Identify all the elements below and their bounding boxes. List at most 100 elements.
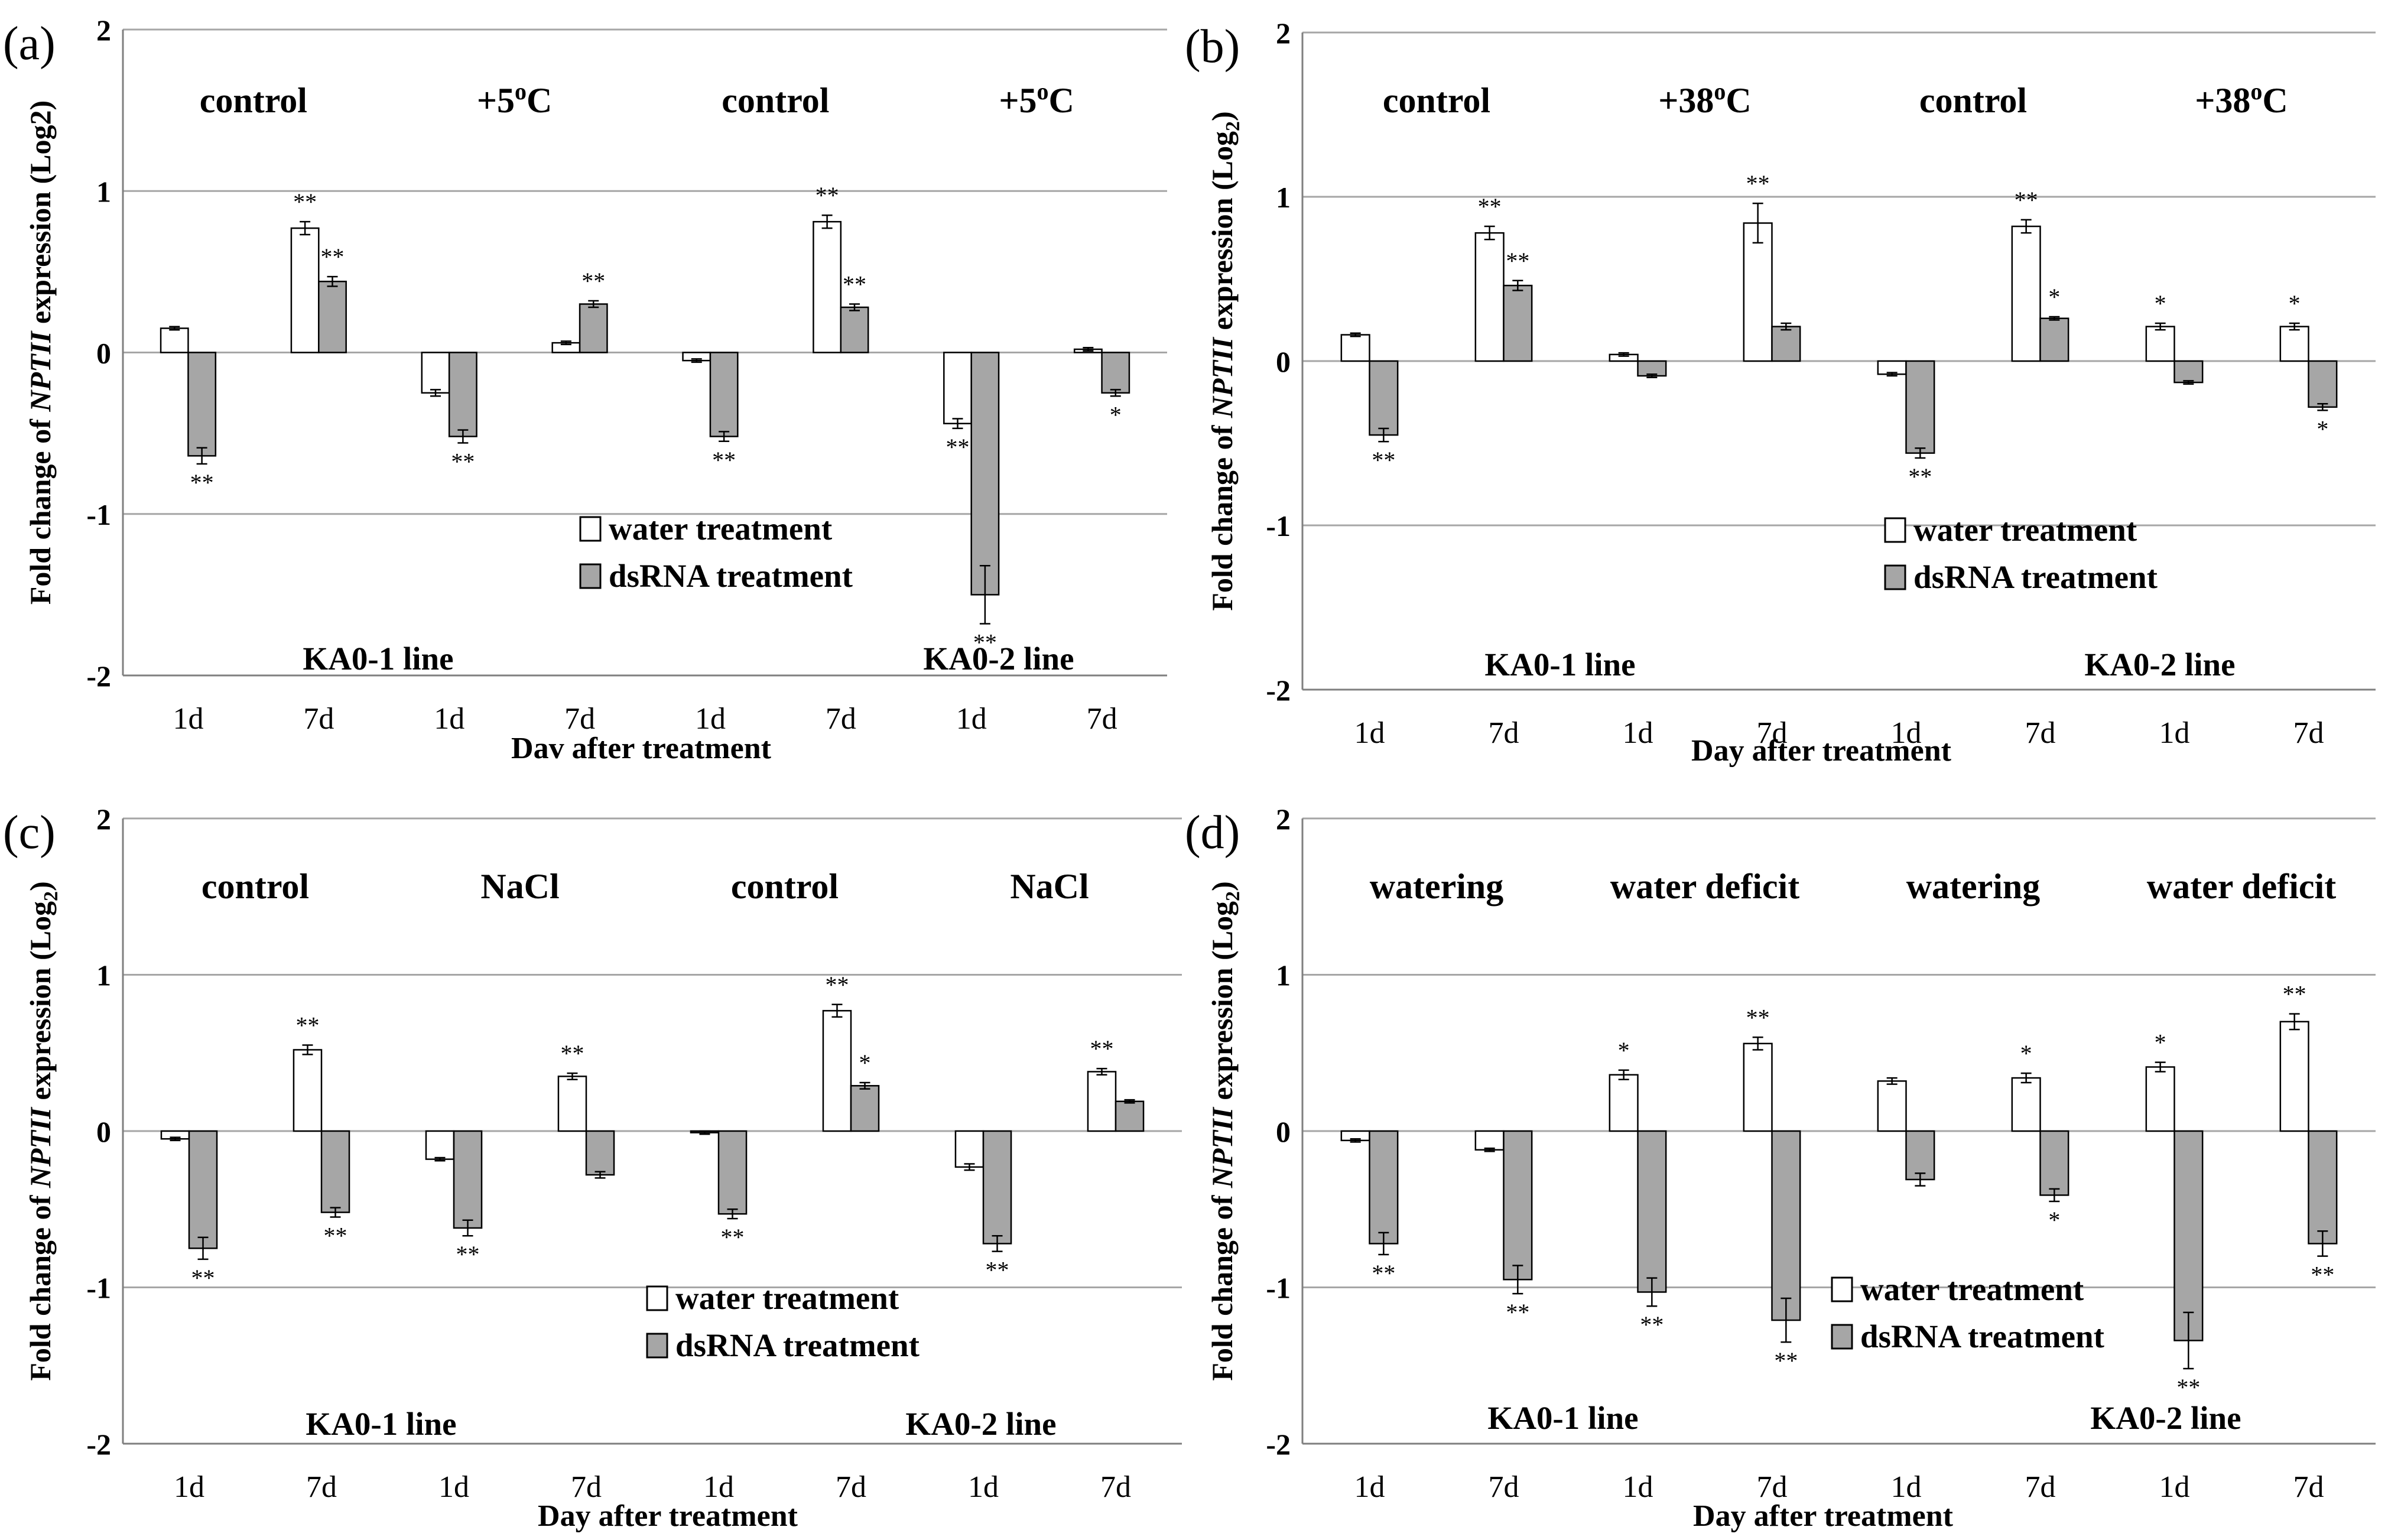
- significance-mark: *: [2155, 290, 2166, 317]
- legend-label-dsrna: dsRNA treatment: [1860, 1318, 2105, 1354]
- chart-panel: (c) 2 1 0 -1 -2 Fold change of NPTII expressio…: [3, 803, 1182, 1533]
- x-tick-label: 7d: [1100, 1470, 1131, 1504]
- group-label: watering: [1370, 867, 1504, 906]
- panel-label: (b): [1185, 21, 1240, 73]
- y-axis-label: Fold change of NPTII expression (Log2): [24, 881, 62, 1380]
- significance-mark: **: [986, 1257, 1009, 1284]
- significance-mark: **: [1372, 1260, 1395, 1286]
- bar: [1503, 1130, 1533, 1281]
- bar: [2039, 1130, 2069, 1196]
- significance-mark: **: [816, 182, 839, 209]
- bar: [2145, 1066, 2175, 1132]
- significance-mark: **: [2311, 1262, 2334, 1288]
- line-label: KA0-1 line: [1487, 1400, 1638, 1436]
- bar: [840, 306, 869, 353]
- x-tick-label: 7d: [306, 1470, 337, 1504]
- x-tick-label: 7d: [2025, 1470, 2056, 1504]
- significance-mark: **: [1090, 1035, 1113, 1062]
- bar: [290, 227, 320, 353]
- x-tick-label: 7d: [1489, 1470, 1519, 1504]
- significance-mark: *: [2020, 1040, 2032, 1067]
- bar: [2308, 360, 2338, 408]
- bar: [1609, 1074, 1639, 1132]
- y-tick-label: 0: [96, 337, 111, 370]
- group-label: control: [722, 81, 829, 120]
- bar: [1743, 1042, 1773, 1132]
- y-tick-label: 2: [96, 803, 111, 836]
- x-tick-label: 1d: [956, 702, 987, 736]
- bar: [822, 1010, 852, 1132]
- x-axis-label: Dav after treatment: [511, 732, 772, 765]
- group-label: NaCl: [480, 867, 559, 906]
- legend-swatch-dsrna: [579, 563, 602, 589]
- legend: water treatment dsRNA treatment: [579, 511, 853, 594]
- group-label: control: [1919, 81, 2027, 120]
- significance-mark: **: [295, 1012, 319, 1039]
- significance-mark: **: [293, 189, 317, 215]
- line-label: KA0-2 line: [2084, 646, 2235, 683]
- panel-label: (a): [3, 18, 56, 70]
- legend-label-dsrna: dsRNA treatment: [609, 558, 853, 594]
- significance-mark: **: [1746, 1004, 1770, 1031]
- group-label: +38oC: [2195, 78, 2288, 120]
- significance-mark: **: [1506, 248, 1529, 274]
- bar: [2279, 326, 2309, 362]
- line-label: KA0-2 line: [905, 1406, 1056, 1442]
- significance-mark: **: [321, 243, 345, 270]
- bar: [1474, 232, 1505, 362]
- y-tick-label: -1: [86, 1272, 111, 1305]
- y-tick-label: -1: [1266, 1272, 1291, 1305]
- legend-label-water: water treatment: [1860, 1271, 2084, 1307]
- y-tick-label: -2: [86, 1428, 111, 1461]
- x-tick-label: 1d: [1623, 1470, 1653, 1504]
- bar: [2173, 1130, 2204, 1341]
- y-tick-label: 1: [1276, 181, 1291, 214]
- line-label: KA0-1 line: [303, 641, 453, 677]
- legend-swatch-dsrna: [1831, 1324, 1853, 1350]
- x-tick-label: 1d: [434, 702, 464, 736]
- bar: [943, 352, 972, 424]
- legend-label-dsrna: dsRNA treatment: [675, 1327, 920, 1363]
- x-tick-label: 7d: [303, 702, 334, 736]
- x-tick-label: 7d: [1757, 1470, 1788, 1504]
- significance-mark: **: [721, 1224, 745, 1250]
- legend-label-dsrna: dsRNA treatment: [1913, 559, 2158, 595]
- significance-mark: **: [581, 268, 605, 294]
- x-tick-label: 7d: [836, 1470, 866, 1504]
- bar: [320, 1130, 350, 1213]
- y-tick-label: -1: [86, 498, 111, 531]
- y-tick-label: -1: [1266, 509, 1291, 542]
- bar: [1101, 352, 1130, 394]
- significance-mark: **: [456, 1241, 480, 1268]
- significance-mark: **: [973, 629, 997, 656]
- bar: [850, 1085, 880, 1132]
- bar: [585, 1130, 615, 1176]
- x-tick-label: 7d: [1087, 702, 1117, 736]
- line-label: KA0-1 line: [306, 1406, 456, 1442]
- x-tick-label: 1d: [1354, 1470, 1385, 1504]
- bar: [1115, 1100, 1145, 1132]
- x-tick-label: 7d: [1489, 716, 1519, 750]
- x-tick-label: 7d: [2293, 1470, 2324, 1504]
- bar: [2308, 1130, 2338, 1245]
- significance-mark: *: [2048, 1207, 2060, 1233]
- bar: [1369, 1130, 1399, 1245]
- significance-mark: *: [2155, 1029, 2166, 1056]
- bar: [1474, 1130, 1505, 1151]
- bar: [954, 1130, 985, 1168]
- significance-mark: **: [560, 1040, 584, 1067]
- y-tick-label: 1: [96, 959, 111, 992]
- bar: [982, 1130, 1012, 1245]
- significance-mark: **: [825, 972, 849, 998]
- significance-mark: **: [2176, 1374, 2200, 1401]
- group-label: +5oC: [999, 78, 1074, 120]
- y-tick-label: 0: [1276, 345, 1291, 378]
- x-tick-label: 7d: [1757, 716, 1788, 750]
- group-label: NaCl: [1010, 867, 1089, 906]
- legend-label-water: water treatment: [1913, 512, 2137, 548]
- significance-mark: *: [1110, 401, 1122, 428]
- x-axis-label: Day after treatment: [1691, 734, 1952, 768]
- group-label: control: [731, 867, 839, 906]
- y-tick-label: -2: [86, 659, 111, 693]
- bar: [813, 220, 842, 353]
